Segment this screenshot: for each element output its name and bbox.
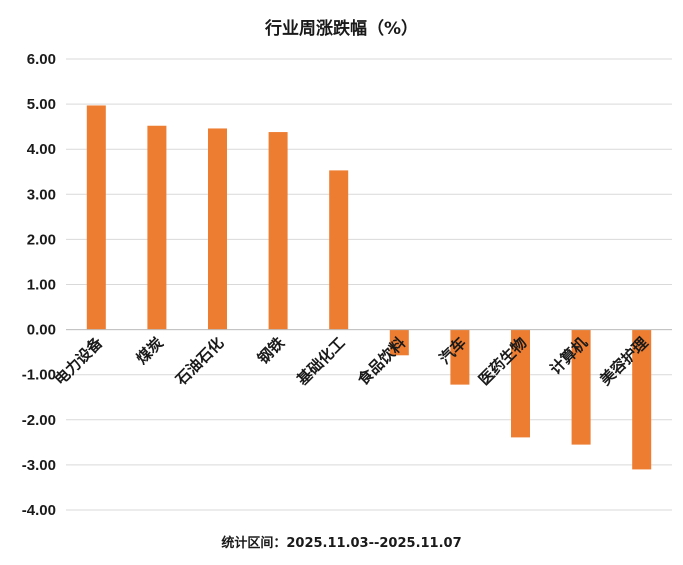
bar [389, 329, 409, 356]
x-axis-labels: 电力设备 煤炭 石油石化 钢铁 基础化工 食品饮料 汽车 医药生物 计算机 美容护理 [51, 333, 652, 390]
y-tick-label: -2.00 [22, 412, 56, 429]
x-tick-label: 煤炭 [133, 334, 167, 368]
bar [632, 329, 652, 470]
bar [450, 329, 470, 385]
y-tick-label: 6.00 [27, 51, 56, 68]
x-tick-label: 石油石化 [171, 334, 227, 390]
bar [511, 329, 530, 438]
y-tick-label: 3.00 [27, 186, 56, 203]
x-tick-label: 基础化工 [293, 334, 349, 390]
bar [329, 170, 349, 330]
footer-note: 统计区间：2025.11.03--2025.11.07 [221, 536, 462, 551]
x-tick-label: 电力设备 [51, 333, 107, 389]
y-tick-label: 0.00 [27, 322, 56, 339]
y-tick-label: -3.00 [22, 457, 56, 474]
y-tick-label: 1.00 [27, 277, 56, 294]
x-tick-label: 钢铁 [254, 334, 288, 368]
y-tick-label: -4.00 [22, 502, 56, 519]
bar [147, 125, 167, 330]
bars [86, 105, 652, 470]
y-tick-label: 4.00 [27, 141, 56, 158]
y-tick-label: 5.00 [27, 96, 56, 113]
y-tick-label: 2.00 [27, 231, 56, 248]
chart-title: 行业周涨跌幅（%） [264, 19, 419, 39]
bar [571, 329, 591, 445]
y-tick-label: -1.00 [22, 367, 56, 384]
x-tick-label: 食品饮料 [354, 334, 409, 389]
bar [208, 128, 227, 330]
bar [86, 105, 106, 330]
bar [268, 132, 288, 330]
y-axis-ticks: 6.00 5.00 4.00 3.00 2.00 1.00 0.00 -1.00 -2.00 -3… [22, 51, 56, 519]
